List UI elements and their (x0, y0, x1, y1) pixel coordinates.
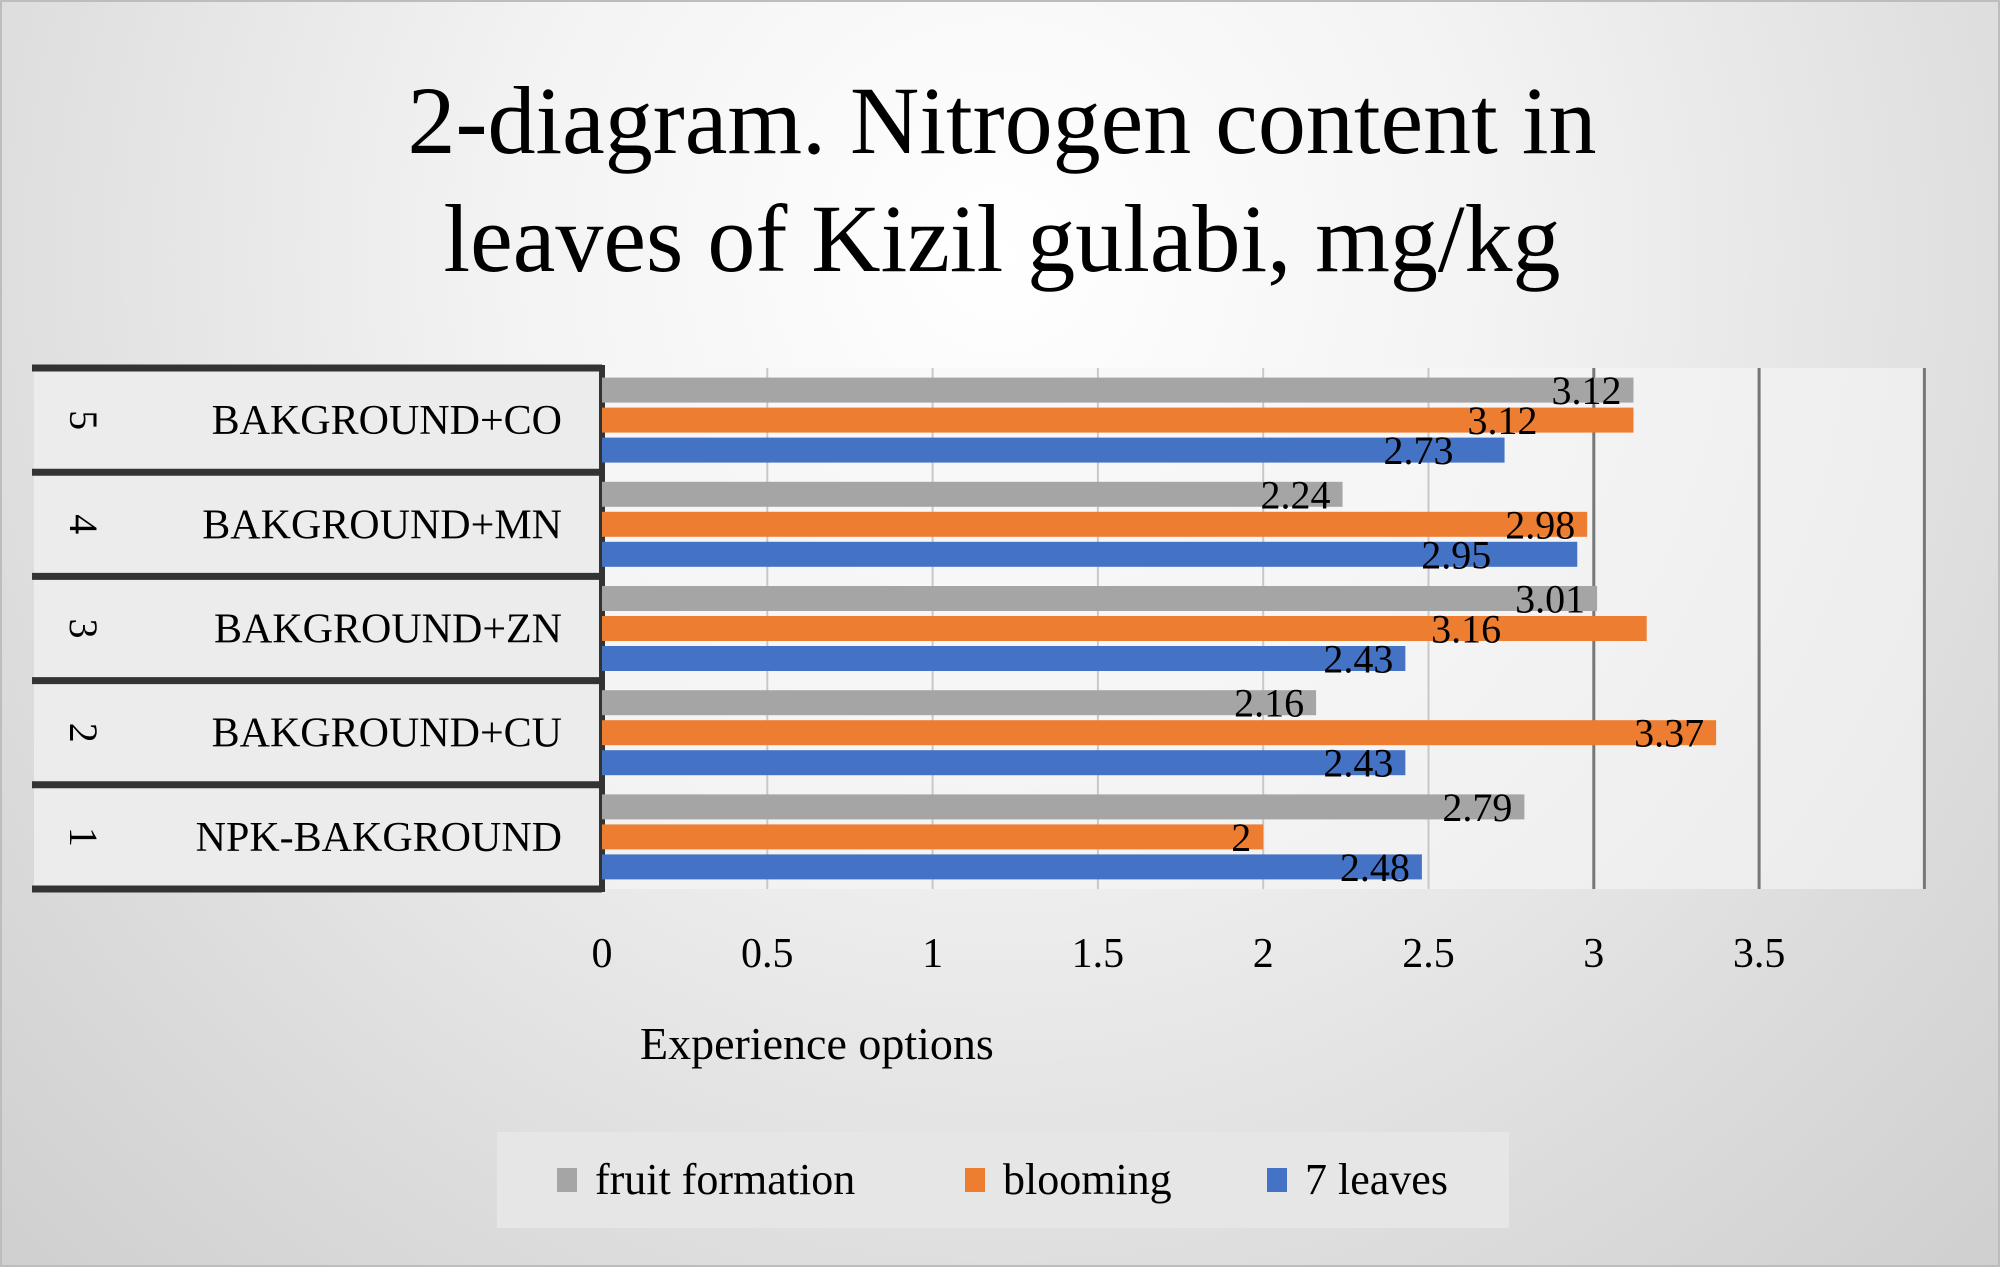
bar-7-leaves (602, 541, 1578, 567)
bar-7-leaves (602, 750, 1406, 776)
legend-label: 7 leaves (1305, 1155, 1448, 1204)
legend-label: fruit formation (595, 1155, 855, 1204)
data-label: 2.43 (1323, 741, 1393, 786)
bar-blooming (602, 511, 1588, 537)
category-label: BAKGROUND+CU (212, 711, 562, 757)
data-label: 2 (1231, 815, 1251, 860)
x-tick-label: 3.5 (1733, 931, 1786, 977)
chart-title-line-2: leaves of Kizil gulabi, mg/kg (443, 185, 1561, 292)
data-label: 3.12 (1467, 398, 1537, 443)
legend-label: blooming (1003, 1155, 1172, 1204)
category-number: 3 (61, 619, 106, 639)
x-tick-label: 1 (922, 931, 943, 977)
category-number: 4 (61, 514, 106, 534)
bar-fruit-formation (602, 794, 1525, 820)
x-tick-label: 3 (1583, 931, 1604, 977)
bar-fruit-formation (602, 586, 1598, 611)
bar-blooming (602, 824, 1264, 850)
data-label: 3.37 (1634, 711, 1704, 756)
bar-7-leaves (602, 437, 1505, 463)
bar-fruit-formation (602, 481, 1343, 507)
x-tick-label: 0 (592, 931, 613, 977)
category-table-background (34, 368, 602, 889)
x-tick-label: 2 (1253, 931, 1274, 977)
bar-7-leaves (602, 646, 1406, 671)
x-axis-title: Experience options (640, 1018, 994, 1069)
x-tick-label: 0.5 (741, 931, 794, 977)
bar-7-leaves (602, 854, 1422, 880)
data-label: 2.43 (1323, 637, 1393, 682)
data-label: 2.24 (1261, 472, 1331, 517)
category-number: 5 (61, 410, 106, 430)
legend-swatch (1267, 1168, 1287, 1192)
bar-fruit-formation (602, 377, 1634, 403)
category-label: NPK-BAKGROUND (196, 815, 562, 861)
x-tick-label: 2.5 (1402, 931, 1455, 977)
data-label: 2.48 (1340, 845, 1410, 890)
bar-blooming (602, 720, 1717, 746)
data-label: 2.98 (1505, 502, 1575, 547)
category-label: BAKGROUND+CO (212, 398, 562, 444)
category-number: 2 (61, 723, 106, 743)
data-label: 2.16 (1234, 681, 1304, 726)
category-number: 1 (61, 827, 106, 847)
x-tick-label: 1.5 (1072, 931, 1125, 977)
chart-title: 2-diagram. Nitrogen content in leaves of… (2, 62, 2000, 298)
chart-title-line-1: 2-diagram. Nitrogen content in (407, 67, 1597, 174)
bar-blooming (602, 616, 1647, 641)
data-label: 3.16 (1431, 607, 1501, 652)
data-label: 2.95 (1421, 532, 1491, 577)
legend-swatch (965, 1168, 985, 1192)
category-label: BAKGROUND+MN (202, 502, 562, 548)
legend-box (497, 1132, 1509, 1228)
legend-swatch (557, 1168, 577, 1192)
category-label: BAKGROUND+ZN (214, 607, 562, 653)
data-label: 3.12 (1551, 368, 1621, 413)
data-label: 2.79 (1442, 785, 1512, 830)
data-label: 3.01 (1515, 577, 1585, 622)
data-label: 2.73 (1383, 428, 1453, 473)
bar-blooming (602, 407, 1634, 433)
bar-fruit-formation (602, 690, 1317, 716)
